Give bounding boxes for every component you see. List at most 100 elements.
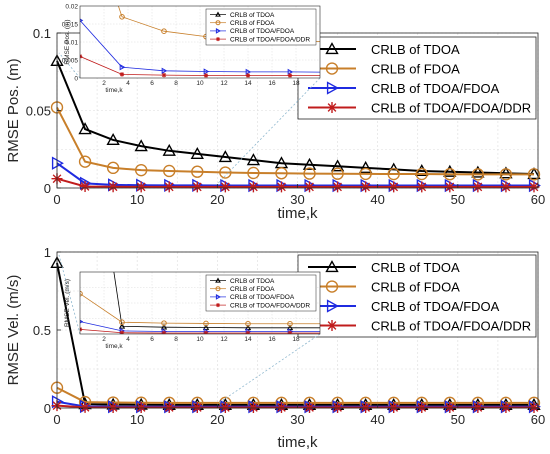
data-point-tdoa_fdoa_ddr [247,181,259,193]
inset-series [80,272,320,334]
series-tdoa_fdoa_ddr [51,173,540,193]
data-point-tdoa_fdoa_ddr [528,181,540,193]
legend: CRLB of TDOA CRLB of FDOA CRLB of TDOA/FDO… [297,254,537,338]
inset-plot: 2 4 6 8 10 12 14 16 18 time,k RMSE Vel. (m/s) CRLB … [58,254,321,405]
x-tick-label: 50 [451,192,465,207]
x-tick-label: 40 [370,192,384,207]
inset-x-tick-label: 10 [196,336,204,343]
data-point-fdoa [219,166,232,179]
legend-label-tdoa: CRLB of TDOA [371,260,460,275]
inset-x-tick-label: 18 [292,336,300,343]
inset-point-fdoa [287,320,293,327]
data-point-tdoa_fdoa_ddr [388,402,400,414]
data-point-tdoa_fdoa_ddr [472,181,484,193]
data-point-tdoa_fdoa_ddr [219,402,231,414]
x-tick-label: 10 [130,192,144,207]
data-point-fdoa [134,163,148,177]
legend-marker-tdoa_fdoa_ddr [326,320,338,331]
inset-point-tdoa_fdoa [119,64,126,71]
data-point-fdoa [331,167,344,180]
data-point-tdoa_fdoa_ddr [332,402,344,414]
inset-point-tdoa [202,324,210,330]
legend-marker-tdoa [325,260,339,273]
inset-point-fdoa [80,290,83,297]
inset-point-tdoa_fdoa_ddr [161,330,167,334]
inset-frame [79,271,321,335]
y-tick-label: 0 [44,181,51,196]
data-point-tdoa_fdoa_ddr [304,181,316,193]
data-point-tdoa [218,150,233,163]
data-point-tdoa_fdoa_ddr [416,181,428,193]
inset-point-tdoa_fdoa_ddr [119,72,125,77]
data-point-tdoa_fdoa_ddr [332,181,344,193]
data-point-tdoa_fdoa_ddr [360,402,372,414]
legend-marker-tdoa [325,42,339,55]
inset-x-tick-label: 6 [150,336,154,343]
inset-y-tick-label: 0.02 [65,4,78,11]
data-point-fdoa [106,161,120,175]
data-point-fdoa [415,167,428,181]
data-point-fdoa [78,155,92,168]
legend-box [297,254,537,338]
inset-plot: 2 4 6 8 10 12 14 16 18 0 0.005 0.01 0.015 0.02 time,k R… [58,0,332,185]
inset-line-tdoa [113,272,320,329]
legend: CRLB of TDOA CRLB of FDOA CRLB of TDOA/FDO… [297,36,537,120]
inset-connector [217,333,321,405]
data-point-tdoa_fdoa_ddr [528,402,540,414]
inset-point-tdoa [118,322,126,329]
inset-connector [217,77,321,185]
data-point-fdoa [527,168,541,181]
inset-legend-marker-tdoa_fdoa [215,294,222,300]
data-point-tdoa [246,153,261,166]
inset-x-tick-label: 14 [244,336,252,343]
x-tick-label: 20 [210,412,224,427]
data-point-tdoa_fdoa_ddr [79,401,91,413]
data-point-tdoa_fdoa_ddr [388,181,400,193]
inset-x-tick-label: 12 [220,336,228,343]
legend-label-tdoa_fdoa: CRLB of TDOA/FDOA [371,81,500,96]
data-point-tdoa_fdoa_ddr [135,181,147,193]
inset-point-fdoa [119,319,125,326]
inset-y-axis-label: RMSE Pos. (m) [64,19,71,64]
inset-x-tick-label: 12 [220,80,228,87]
legend-label-fdoa: CRLB of FDOA [371,280,460,295]
data-point-tdoa_fdoa_ddr [219,181,231,193]
inset-point-tdoa_fdoa [245,68,252,76]
y-tick-label: 0 [44,401,51,416]
inset-point-tdoa_fdoa_ddr [203,73,209,78]
x-tick-label: 0 [53,412,60,427]
data-point-tdoa [302,157,317,170]
legend-marker-tdoa_fdoa_ddr [326,102,338,113]
inset-x-tick-label: 2 [102,336,106,343]
inset-x-tick-label: 16 [268,80,276,87]
inset-x-tick-label: 14 [244,80,252,87]
data-point-tdoa_fdoa_ddr [191,402,203,414]
data-point-tdoa_fdoa_ddr [500,181,512,193]
inset-legend-marker-tdoa [215,277,221,283]
data-point-fdoa [471,168,485,181]
inset-y-tick-label: 0 [74,76,78,83]
inset-point-tdoa_fdoa [287,68,294,76]
inset-line-tdoa [80,0,332,6]
data-point-tdoa_fdoa_ddr [191,181,203,193]
data-point-fdoa [247,166,260,180]
data-point-tdoa [106,133,120,146]
data-point-tdoa_fdoa_ddr [360,181,372,193]
chart-panel-bottom: 0 10 20 30 40 50 60 0 0.5 1 time,k RMSE Vel. (m/s) C… [5,245,545,451]
y-tick-label: 1 [44,245,51,260]
inset-point-tdoa_fdoa_ddr [203,330,209,334]
inset-legend-label-fdoa: CRLB of FDOA [230,286,275,293]
inset-legend-label-tdoa_fdoa: CRLB of TDOA/FDOA [230,294,295,301]
x-tick-label: 60 [531,192,545,207]
data-point-tdoa_fdoa_ddr [247,402,259,414]
legend-label-tdoa_fdoa: CRLB of TDOA/FDOA [371,299,500,314]
inset-x-tick-label: 6 [150,80,154,87]
data-point-fdoa [163,164,176,178]
data-point-tdoa_fdoa_ddr [416,402,428,414]
x-tick-label: 20 [210,192,224,207]
data-point-tdoa [471,165,485,178]
data-point-tdoa [499,166,513,179]
